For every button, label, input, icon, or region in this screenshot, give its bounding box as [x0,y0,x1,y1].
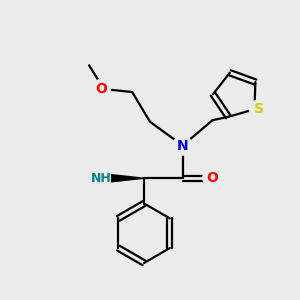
Circle shape [92,169,110,188]
Circle shape [92,80,110,99]
Text: methoxy: methoxy [89,58,95,59]
Text: S: S [254,102,264,116]
Text: O: O [206,171,218,185]
Circle shape [249,100,268,119]
Text: NH: NH [91,172,111,185]
Polygon shape [111,175,144,182]
Text: O: O [95,82,107,96]
Text: N: N [177,139,188,152]
Circle shape [203,169,222,188]
Circle shape [173,136,192,155]
